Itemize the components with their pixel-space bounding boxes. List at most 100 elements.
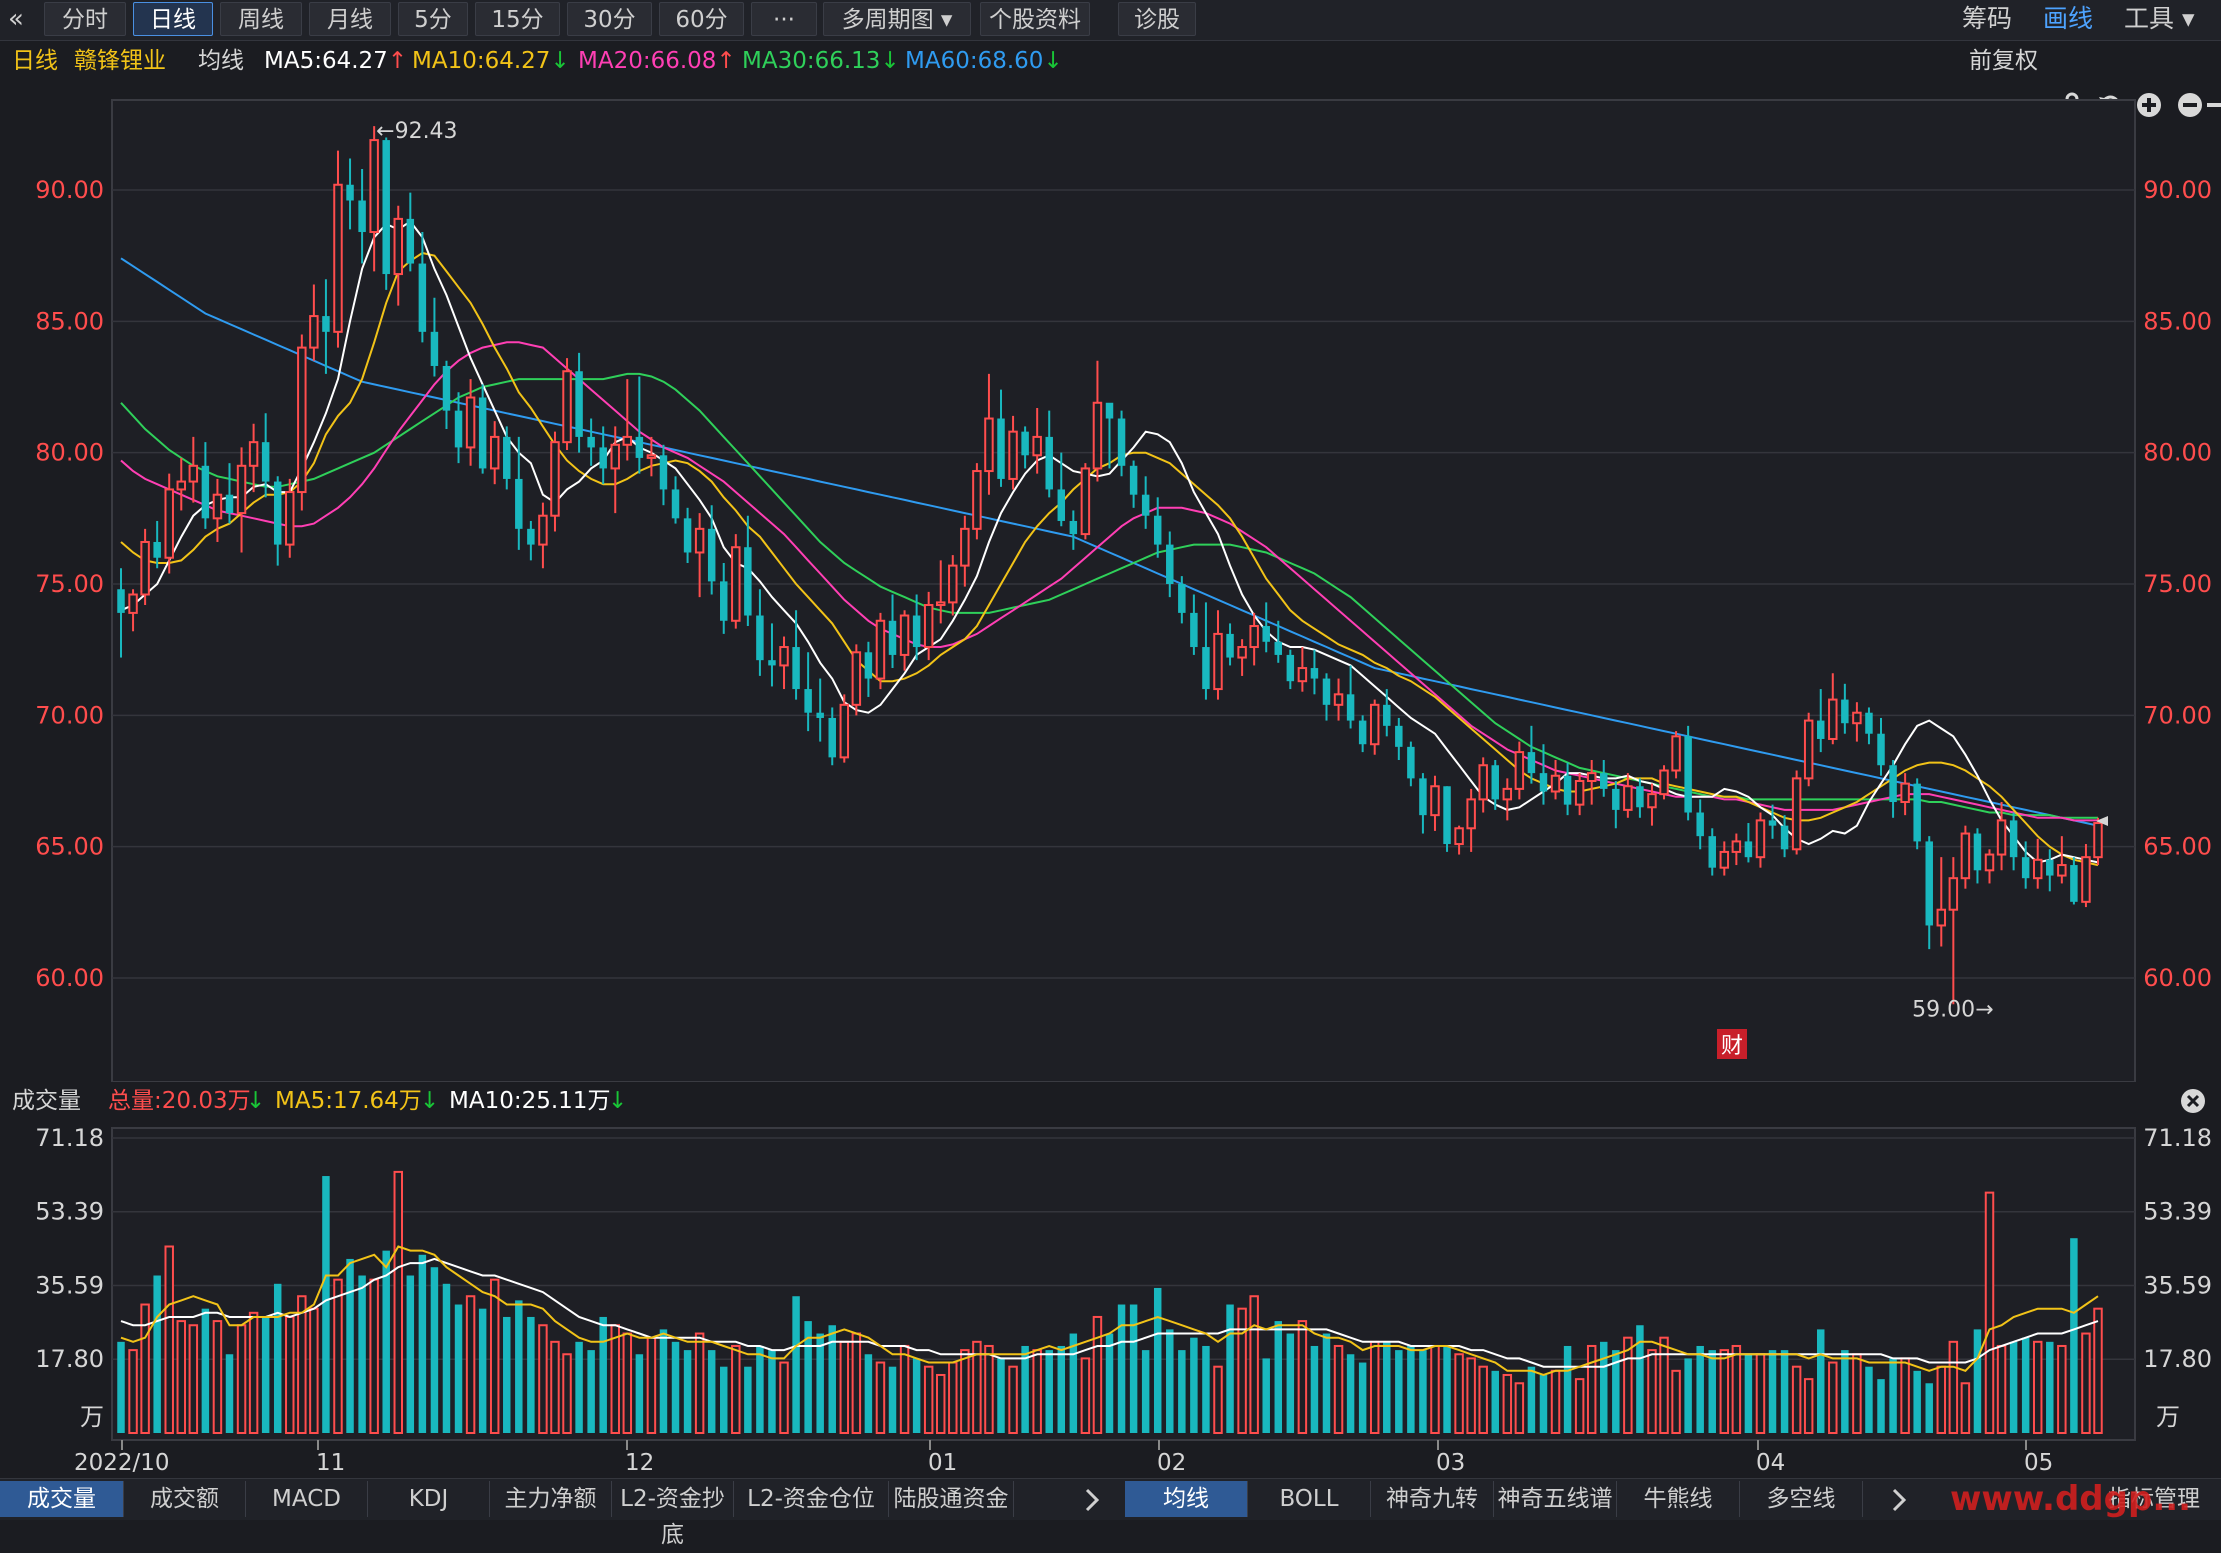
ma-item-1[interactable]: MA10:64.27↓	[412, 48, 570, 74]
volume-bar	[2021, 1337, 2030, 1433]
overlay-tab-1[interactable]: BOLL	[1248, 1481, 1371, 1517]
volume-bar	[285, 1315, 295, 1434]
indicator-tab-5[interactable]: L2-资金抄底	[612, 1481, 734, 1548]
volume-bar	[478, 1308, 487, 1433]
ma30-line	[120, 372, 2098, 819]
toolbar-right-2[interactable]: 工具 ▾	[2124, 4, 2195, 33]
volume-bar	[1443, 1345, 1451, 1433]
candle-body	[454, 410, 463, 448]
candlestick-chart[interactable]: 90.00 85.00 80.00 75.00 70.00 65.00 60.00 90.0…	[0, 82, 2221, 1082]
period-tab-1[interactable]: 日线	[133, 2, 213, 36]
indicator-tab-6[interactable]: L2-资金仓位	[734, 1481, 889, 1517]
period-tab-4[interactable]: 5分	[398, 2, 468, 36]
volume-bar	[454, 1304, 463, 1433]
scroll-right-icon[interactable]	[1083, 1487, 1101, 1513]
zoom-in-icon[interactable]	[2136, 92, 2162, 118]
candle-body	[1852, 711, 1862, 725]
overlay-tab-4[interactable]: 牛熊线	[1617, 1481, 1740, 1517]
ma-item-2[interactable]: MA20:66.08↑	[578, 48, 736, 74]
period-tab-6[interactable]: 30分	[567, 2, 652, 36]
volume-bar	[779, 1361, 789, 1434]
candle-body	[1407, 746, 1415, 779]
avg-line-label[interactable]: 均线	[198, 48, 244, 74]
volume-bar	[1684, 1358, 1692, 1433]
period-tab-2[interactable]: 周线	[220, 2, 302, 36]
volume-bar	[527, 1316, 535, 1433]
candle-body	[1803, 719, 1814, 780]
volume-bar	[1755, 1353, 1766, 1434]
volume-bar	[610, 1324, 620, 1434]
volume-bar	[960, 1349, 970, 1434]
candle-body	[273, 481, 282, 545]
period-tab-8[interactable]: ···	[751, 2, 817, 36]
period-tab-5[interactable]: 15分	[475, 2, 560, 36]
overlay-tab-3[interactable]: 神奇五线谱	[1494, 1481, 1617, 1517]
finance-badge-label: 财	[1721, 1034, 1743, 1059]
overlay-tab-0[interactable]: 均线	[1125, 1481, 1248, 1517]
volume-bar	[972, 1340, 982, 1435]
indicator-tab-4[interactable]: 主力净额	[490, 1481, 612, 1517]
candle-body	[297, 346, 307, 494]
period-tab-9[interactable]: 多周期图 ▾	[823, 2, 971, 36]
volume-bar	[1913, 1370, 1921, 1433]
collapse-left-icon[interactable]: «	[8, 4, 24, 34]
indicator-manage-button[interactable]: 指标管理	[2108, 1486, 2200, 1512]
indicator-tab-1[interactable]: 成交额	[124, 1481, 246, 1517]
candle-body	[176, 480, 187, 491]
vol_ma5-line	[120, 1245, 2099, 1377]
candle-body	[1286, 654, 1295, 682]
candle-body	[346, 184, 354, 201]
candle-body	[984, 417, 994, 473]
close-volume-icon[interactable]	[2180, 1088, 2206, 1114]
period-tab-7[interactable]: 60分	[659, 2, 744, 36]
period-tab-10[interactable]: 个股资料	[980, 2, 1090, 36]
overlay-tab-2[interactable]: 神奇九转	[1371, 1481, 1494, 1517]
ma-arrow-1: ↓	[550, 48, 570, 74]
scroll-right-icon-2[interactable]	[1890, 1487, 1908, 1513]
candle-body	[1889, 765, 1897, 803]
overlay-tab-5[interactable]: 多空线	[1740, 1481, 1863, 1517]
volume-label-right: 53.39	[2143, 1198, 2212, 1226]
candle-body	[1828, 698, 1838, 740]
volume-bar	[888, 1366, 897, 1433]
candle-body	[2021, 857, 2030, 879]
candle-body	[236, 464, 247, 515]
candle-body	[1008, 430, 1018, 480]
volume-bar	[646, 1336, 657, 1434]
period-tab-0[interactable]: 分时	[44, 2, 126, 36]
period-tab-11[interactable]: 诊股	[1118, 2, 1196, 36]
ma-item-4[interactable]: MA60:68.60↓	[905, 48, 1063, 74]
stock-name[interactable]: 赣锋锂业	[74, 48, 166, 74]
volume-label-left: 53.39	[35, 1198, 104, 1226]
volume-title[interactable]: 成交量	[12, 1088, 81, 1114]
volume-bar	[587, 1350, 595, 1433]
candle-body	[1430, 785, 1440, 817]
ma-item-0[interactable]: MA5:64.27↑	[264, 48, 408, 74]
candle-body	[1369, 703, 1380, 746]
volume-bar	[1166, 1329, 1174, 1433]
candle-body	[1684, 736, 1692, 813]
volume-bar	[201, 1308, 210, 1433]
candle-body	[1333, 693, 1344, 706]
more-icon[interactable]	[2204, 92, 2221, 118]
price-label-right: 85.00	[2143, 307, 2212, 335]
volume-bar	[816, 1333, 824, 1433]
period-tab-3[interactable]: 月线	[309, 2, 391, 36]
volume-bar	[346, 1258, 354, 1433]
candle-body	[1563, 775, 1572, 805]
indicator-tab-3[interactable]: KDJ	[368, 1481, 490, 1517]
volume-chart[interactable]: 71.18 71.18 53.39 53.39 35.59 35.59 17.80 17.80…	[0, 1120, 2221, 1478]
indicator-tab-2[interactable]: MACD	[246, 1481, 368, 1517]
finance-badge[interactable]	[1717, 1029, 1747, 1059]
volume-bar	[1141, 1350, 1150, 1433]
toolbar-right-1[interactable]: 画线	[2043, 4, 2094, 33]
toolbar-right-0[interactable]: 筹码	[1962, 4, 2013, 33]
volume-bar	[393, 1170, 403, 1435]
adjust-mode[interactable]: 前复权	[1969, 48, 2038, 74]
indicator-tab-7[interactable]: 陆股通资金	[889, 1481, 1014, 1517]
date-label: 04	[1756, 1450, 1785, 1476]
indicator-tab-0[interactable]: 成交量	[0, 1481, 124, 1517]
ma-item-3[interactable]: MA30:66.13↓	[742, 48, 900, 74]
zoom-out-icon[interactable]	[2177, 92, 2203, 118]
volume-bar	[839, 1340, 850, 1435]
